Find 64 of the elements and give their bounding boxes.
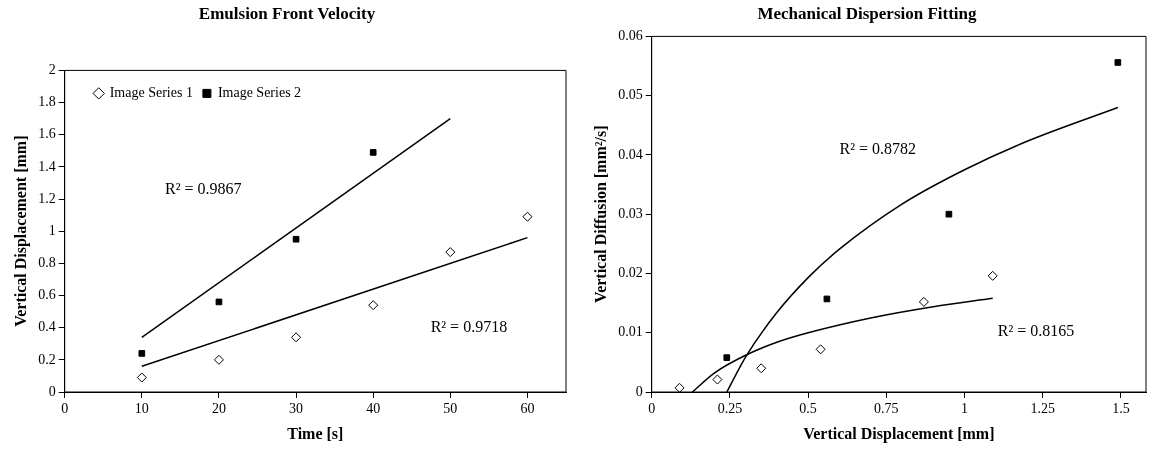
annotation: R² = 0.8782 <box>839 140 917 158</box>
x-tick-label: 0.25 <box>717 401 743 417</box>
point <box>292 235 300 243</box>
point <box>945 210 953 218</box>
y-tick-label: 0.8 <box>38 255 56 271</box>
y-axis-title: Vertical Diffusion [mm²/s] <box>591 125 609 303</box>
y-tick-label: 0 <box>635 383 643 399</box>
point <box>712 374 723 385</box>
annotation: R² = 0.8165 <box>997 321 1075 339</box>
point <box>815 344 826 355</box>
x-tick-label: 0 <box>61 401 69 417</box>
y-tick-label: 0.6 <box>38 287 56 303</box>
point <box>987 270 998 281</box>
point <box>823 295 831 303</box>
x-axis-title: Vertical Displacement [mm] <box>803 424 995 443</box>
x-tick-label: 40 <box>366 401 381 417</box>
point <box>138 350 146 357</box>
y-tick-label: 0.01 <box>618 324 643 340</box>
point <box>368 300 379 311</box>
point <box>1114 59 1122 66</box>
point <box>213 354 224 365</box>
y-tick-label: 0.02 <box>618 265 643 281</box>
x-tick-label: 60 <box>520 401 535 417</box>
x-tick-label: 20 <box>211 401 226 417</box>
point <box>215 298 223 306</box>
point <box>723 354 731 361</box>
chart-title: Mechanical Dispersion Fitting <box>757 3 978 23</box>
y-tick-label: 1.8 <box>38 94 56 110</box>
point <box>674 382 685 392</box>
annotation: R² = 0.9718 <box>430 317 508 335</box>
point <box>369 149 377 156</box>
y-tick-label: 0.2 <box>38 351 56 367</box>
point <box>136 372 147 383</box>
y-tick-label: 0.04 <box>618 146 643 162</box>
y-tick-label: 0.06 <box>618 28 643 44</box>
x-tick-label: 0.5 <box>799 401 817 417</box>
y-tick-label: 0.4 <box>38 319 56 335</box>
x-axis-title: Time [s] <box>287 424 344 442</box>
point <box>291 332 302 343</box>
y-tick-label: 1.4 <box>38 158 56 174</box>
point <box>918 296 929 307</box>
x-tick-label: 10 <box>134 401 149 417</box>
point <box>522 211 533 222</box>
point <box>756 363 767 374</box>
x-tick-label: 1 <box>961 401 969 417</box>
legend-label: Image Series 2 <box>217 85 302 101</box>
y-tick-label: 2 <box>48 62 56 78</box>
y-axis-title: Vertical Displacement [mm] <box>11 135 30 327</box>
y-tick-label: 1 <box>48 222 56 238</box>
point <box>445 247 456 258</box>
x-tick-label: 0 <box>648 401 656 417</box>
annotation: R² = 0.9867 <box>164 179 242 197</box>
legend-label: Image Series 1 <box>109 85 193 101</box>
x-tick-label: 0.75 <box>874 401 899 417</box>
y-tick-label: 0.05 <box>618 87 643 103</box>
x-tick-label: 30 <box>289 401 304 417</box>
y-tick-label: 0 <box>48 383 56 399</box>
y-tick-label: 0.03 <box>618 205 643 221</box>
x-tick-label: 1.5 <box>1112 401 1130 417</box>
x-tick-label: 50 <box>443 401 458 417</box>
x-tick-label: 1.25 <box>1030 401 1056 417</box>
y-tick-label: 1.2 <box>38 190 56 206</box>
chart-title: Emulsion Front Velocity <box>198 3 376 23</box>
y-tick-label: 1.6 <box>38 126 56 142</box>
